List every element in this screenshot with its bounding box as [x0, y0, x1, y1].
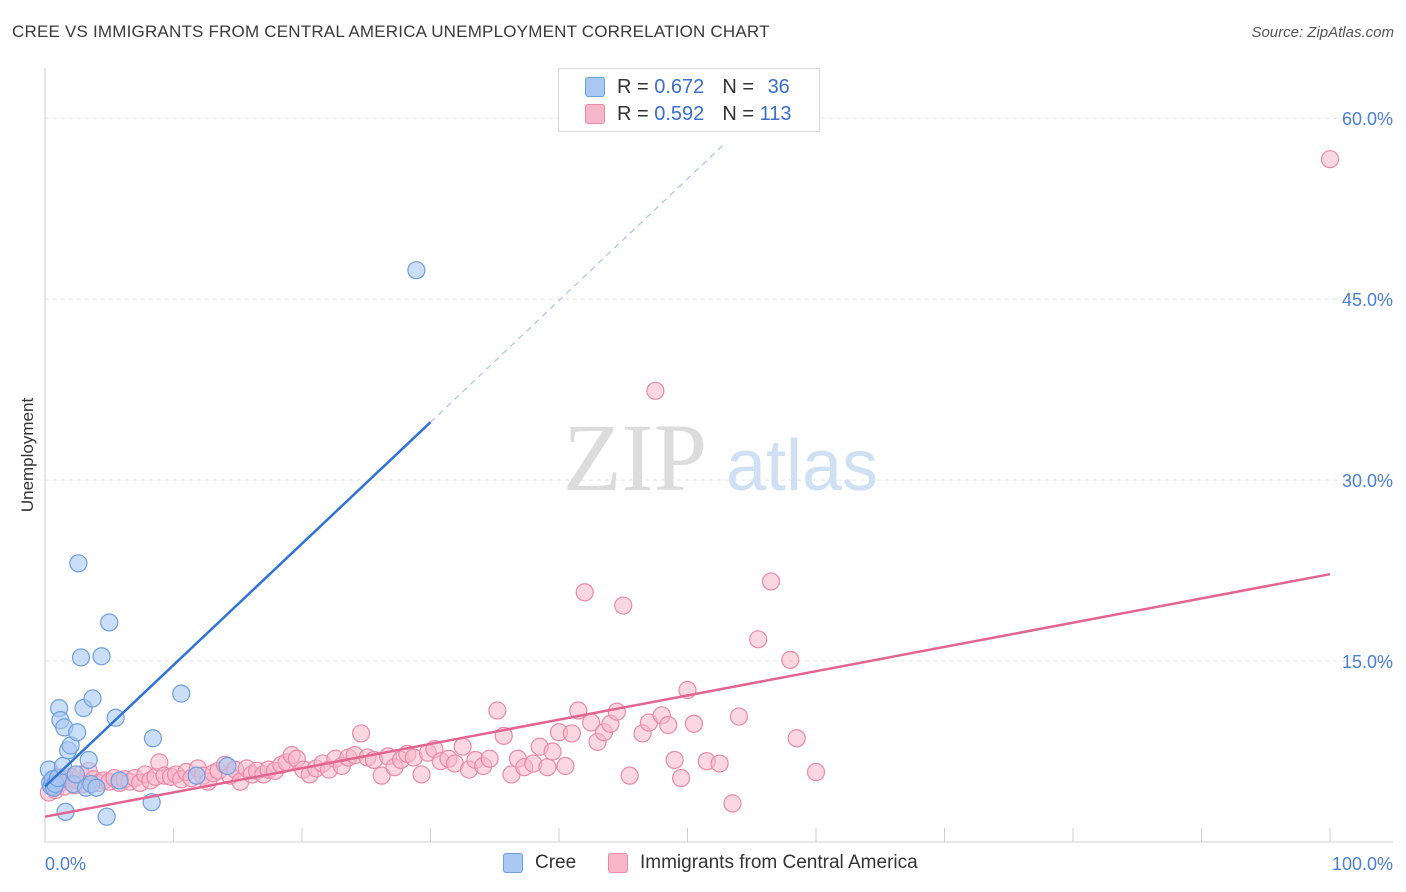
bottom-legend: Cree Immigrants from Central America [0, 852, 1406, 878]
point-cree-26 [100, 613, 119, 632]
axes [44, 68, 1393, 843]
point-cree-18 [71, 648, 91, 667]
point-immigrants-109 [671, 768, 691, 788]
point-cree-17 [69, 554, 88, 573]
x-tick-label-min: 0.0% [45, 854, 86, 874]
point-immigrants-95 [575, 583, 594, 602]
point-immigrants-101 [614, 596, 633, 615]
point-immigrants-121 [1320, 150, 1340, 169]
legend: R = 0.672 N = 36 R = 0.592 N = 113 [558, 68, 820, 132]
legend-r-value-cree: 0.672 [654, 75, 705, 98]
bottom-legend-label-cree: Cree [535, 852, 577, 873]
watermark-atlas: atlas [726, 426, 878, 506]
point-immigrants-115 [729, 707, 749, 726]
point-immigrants-82 [488, 701, 507, 720]
point-immigrants-108 [665, 750, 684, 770]
point-cree-32 [187, 766, 206, 785]
point-immigrants-111 [684, 714, 704, 733]
point-cree-15 [66, 765, 85, 784]
point-immigrants-71 [412, 765, 431, 784]
point-immigrants-93 [562, 724, 581, 743]
point-immigrants-118 [787, 729, 806, 748]
watermark-zip: ZIP [563, 404, 707, 511]
legend-r-value-immigrants: 0.592 [654, 102, 705, 125]
point-immigrants-116 [749, 630, 768, 649]
trendline-immigrants [44, 572, 1331, 818]
point-cree-24 [92, 647, 111, 666]
series-cree-points [39, 261, 426, 826]
point-immigrants-107 [659, 715, 678, 735]
legend-r-label: R = [617, 75, 649, 98]
point-immigrants-89 [538, 758, 557, 777]
point-immigrants-102 [620, 766, 639, 785]
point-cree-21 [79, 750, 98, 770]
y-tick-label-3: 60.0% [1342, 109, 1393, 129]
point-immigrants-81 [480, 749, 499, 768]
point-immigrants-120 [806, 762, 826, 782]
y-tick-label-2: 45.0% [1342, 290, 1393, 310]
point-immigrants-77 [453, 737, 472, 756]
point-immigrants-62 [352, 724, 371, 743]
legend-n-label: N = [722, 102, 754, 125]
legend-n-value-cree: 36 [767, 75, 790, 98]
point-immigrants-100 [607, 702, 626, 721]
bottom-legend-swatch-cree [503, 853, 523, 873]
point-immigrants-114 [723, 794, 742, 813]
point-immigrants-105 [646, 381, 665, 400]
point-cree-27 [106, 708, 125, 727]
bottom-legend-label-immigrants: Immigrants from Central America [640, 852, 918, 873]
bottom-legend-immigrants: Immigrants from Central America [608, 852, 918, 874]
bottom-legend-cree: Cree [503, 852, 576, 874]
point-immigrants-117 [761, 572, 781, 591]
legend-row-cree: R = 0.672 N = 36 [585, 74, 790, 100]
trendline-cree [44, 421, 432, 788]
legend-r-label: R = [617, 102, 649, 125]
trendlines [44, 141, 1331, 818]
chart-title: CREE VS IMMIGRANTS FROM CENTRAL AMERICA … [12, 22, 770, 41]
point-cree-30 [143, 729, 163, 748]
x-tick-label-max: 100.0% [1332, 854, 1393, 874]
point-cree-34 [407, 261, 426, 280]
point-immigrants-113 [710, 754, 729, 773]
point-immigrants-119 [781, 650, 800, 669]
point-cree-23 [83, 689, 102, 708]
y-tick-label-1: 30.0% [1342, 471, 1393, 491]
point-immigrants-65 [372, 766, 391, 785]
trendline-cree-extended [430, 141, 727, 423]
point-cree-35 [87, 778, 106, 797]
point-cree-33 [218, 756, 237, 776]
point-cree-16 [68, 723, 87, 742]
tick-labels: 15.0% 30.0% 45.0% 60.0% 0.0% 100.0% [45, 109, 1393, 874]
legend-n-value-immigrants: 113 [759, 102, 792, 125]
y-tick-label-0: 15.0% [1342, 652, 1393, 672]
point-cree-25 [97, 807, 116, 826]
point-immigrants-92 [556, 756, 575, 776]
point-cree-28 [110, 771, 129, 790]
legend-n-label: N = [722, 75, 754, 98]
watermark: ZIP atlas [563, 404, 878, 511]
legend-swatch-cree [585, 77, 605, 97]
legend-swatch-immigrants [585, 104, 605, 124]
point-cree-31 [172, 684, 191, 703]
legend-row-immigrants: R = 0.592 N = 113 [585, 101, 791, 127]
point-immigrants-90 [543, 742, 562, 761]
bottom-legend-swatch-immigrants [608, 853, 628, 873]
grid-lines [45, 117, 1393, 662]
y-axis-label: Unemployment [18, 397, 37, 513]
source-label: Source: ZipAtlas.com [1251, 24, 1394, 41]
